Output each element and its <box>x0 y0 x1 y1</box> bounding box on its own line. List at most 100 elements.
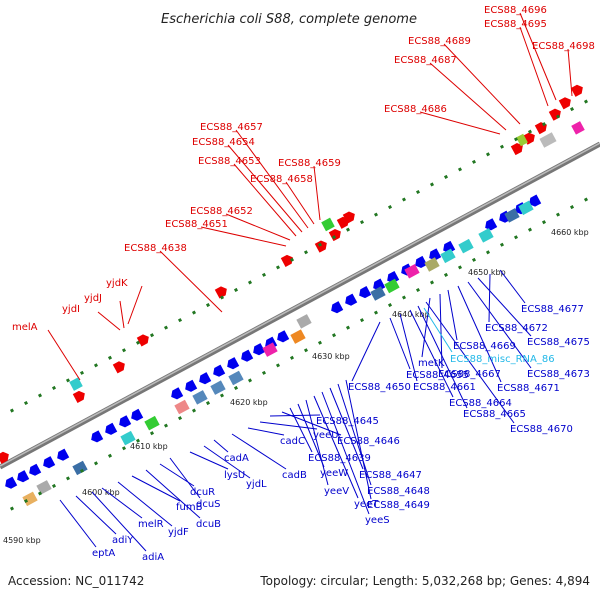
inner-dot-31 <box>429 280 435 285</box>
reverse-gene-label-2: adiY <box>112 535 134 546</box>
forward-gene-label-1: melA <box>12 322 38 333</box>
reverse-gene-7-shape <box>105 422 118 435</box>
forward-leader-2 <box>97 311 121 331</box>
reverse-gene-16-shape <box>253 343 266 356</box>
forward-gene-label-3: yjdJ <box>84 293 102 304</box>
reverse-gene-12 <box>199 372 212 385</box>
axis-tick-label-4: 4620 kbp <box>230 398 268 407</box>
reverse-gene-28 <box>485 218 498 231</box>
reverse-leader-18 <box>289 407 313 453</box>
forward-gene-1-shape <box>72 390 85 403</box>
inner-dot-34 <box>471 257 477 262</box>
reverse-gene-label-27: ECS88_4655 <box>406 370 469 381</box>
reverse-gene-13 <box>213 364 226 377</box>
misc-rna-label: ECS88_misc_RNA_86 <box>450 354 555 365</box>
outer-dot-15 <box>205 303 211 308</box>
reverse-gene-label-7: dcuB <box>196 519 221 530</box>
inner-dot-20 <box>275 363 281 368</box>
forward-gene-1 <box>72 390 85 403</box>
reverse-gene-4 <box>43 456 56 469</box>
forward-gene-14 <box>558 97 571 110</box>
reverse-gene-20 <box>345 293 358 306</box>
inner-dot-7 <box>93 461 99 466</box>
reverse-leader-2 <box>75 495 117 535</box>
forward-gene-11-shape <box>522 132 535 145</box>
inner-dot-37 <box>513 235 519 240</box>
reverse-leader-1 <box>59 499 97 548</box>
forward-gene-label-8: ECS88_4653 <box>198 156 261 167</box>
feature-block-8 <box>210 380 226 395</box>
feature-block-6 <box>174 399 190 415</box>
outer-dot-30 <box>415 189 421 195</box>
outer-dot-42 <box>583 99 589 104</box>
feature-block-16 <box>440 248 456 264</box>
forward-leader-15 <box>443 43 521 125</box>
reverse-leader-16 <box>269 414 321 417</box>
forward-gene-5 <box>280 254 293 267</box>
outer-dot-11 <box>149 333 155 338</box>
reverse-gene-label-34: ECS88_4669 <box>453 341 516 352</box>
reverse-gene-11 <box>185 379 198 392</box>
forward-leader-14 <box>429 62 507 131</box>
feature-block-9 <box>228 370 244 386</box>
forward-leader-10 <box>235 129 309 229</box>
axis-tick-label-8: 4660 kbp <box>551 228 589 237</box>
forward-leader-8 <box>233 163 297 237</box>
forward-leader-6 <box>200 226 287 247</box>
reverse-gene-20-shape <box>345 293 358 306</box>
reverse-gene-2-shape <box>17 470 30 483</box>
outer-dot-39 <box>541 122 547 127</box>
inner-dot-12 <box>163 423 169 428</box>
outer-dot-7 <box>93 363 99 368</box>
inner-dot-11 <box>149 431 155 436</box>
reverse-gene-1-shape <box>5 476 18 489</box>
reverse-gene-31 <box>529 194 542 207</box>
reverse-gene-18 <box>277 330 290 343</box>
reverse-gene-label-24: ECS88_4648 <box>367 486 430 497</box>
reverse-gene-1 <box>5 476 18 489</box>
reverse-gene-27-shape <box>443 240 456 253</box>
inner-dot-36 <box>499 242 505 247</box>
reverse-leader-15 <box>259 421 318 430</box>
forward-gene-label-13: ECS88_4686 <box>384 104 447 115</box>
inner-dot-8 <box>107 453 113 458</box>
reverse-gene-label-25: ECS88_4649 <box>367 500 430 511</box>
reverse-gene-27 <box>443 240 456 253</box>
reverse-gene-11-shape <box>185 379 198 392</box>
reverse-leader-5 <box>117 481 173 527</box>
forward-gene-label-7: ECS88_4652 <box>190 206 253 217</box>
inner-dot-32 <box>443 272 449 277</box>
forward-gene-label-9: ECS88_4654 <box>192 137 255 148</box>
axis-tick-label-5: 4630 kbp <box>312 352 350 361</box>
feature-block-21 <box>262 342 278 357</box>
reverse-gene-3 <box>29 463 42 476</box>
feature-block-3 <box>72 460 88 476</box>
forward-leader-18 <box>567 48 573 97</box>
axis-tick-label-1: 4590 kbp <box>3 536 41 545</box>
reverse-leader-11 <box>203 445 251 479</box>
forward-leader-5 <box>159 250 223 313</box>
genome-backbone-highlight <box>0 142 600 467</box>
reverse-gene-5 <box>57 448 70 461</box>
forward-gene-label-4: yjdK <box>106 278 128 289</box>
feature-block-10 <box>290 329 306 344</box>
reverse-gene-label-9: dcuS <box>196 499 221 510</box>
inner-dot-2 <box>23 498 29 504</box>
reverse-leader-25 <box>345 379 372 500</box>
outer-dot-12 <box>163 325 169 330</box>
reverse-gene-31-shape <box>529 194 542 207</box>
reverse-gene-label-26: ECS88_4650 <box>348 382 411 393</box>
reverse-gene-label-6: fumB <box>176 502 203 513</box>
reverse-gene-label-11: yjdL <box>246 479 267 490</box>
reverse-leader-12 <box>213 439 229 453</box>
inner-dot-23 <box>317 340 323 345</box>
outer-dot-1 <box>9 408 15 413</box>
forward-gene-7-shape <box>328 229 341 242</box>
inner-dot-25 <box>345 325 351 330</box>
feature-block-13 <box>384 278 400 294</box>
reverse-gene-label-16: ECS88_4645 <box>316 416 379 427</box>
reverse-leader-38 <box>488 273 491 323</box>
forward-gene-13 <box>548 108 561 121</box>
reverse-gene-label-39: ECS88_4677 <box>521 304 584 315</box>
inner-dot-3 <box>37 491 43 496</box>
